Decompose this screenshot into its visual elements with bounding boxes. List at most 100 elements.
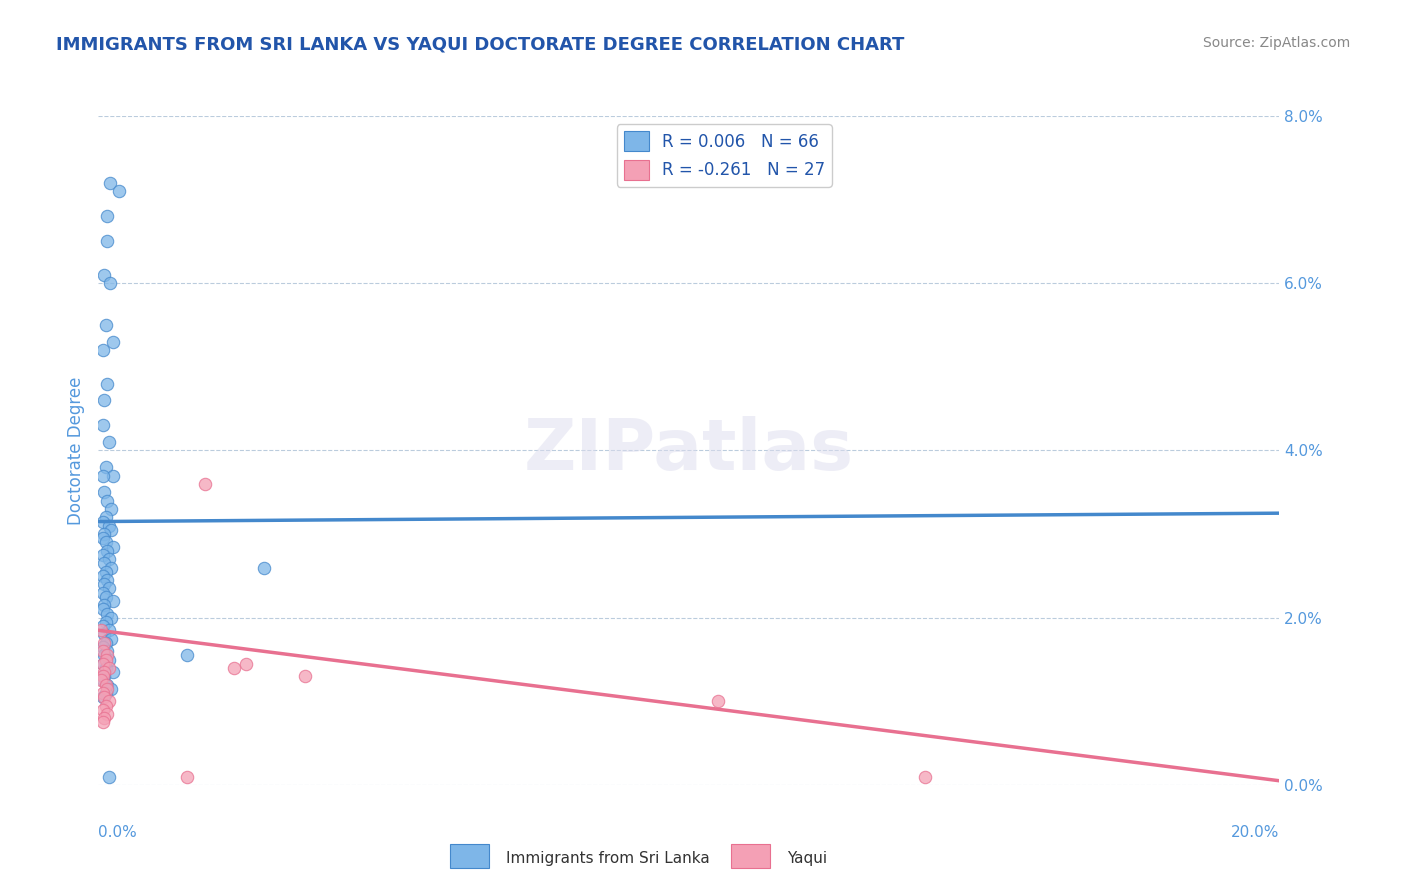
Point	[93, 636, 115, 650]
FancyBboxPatch shape	[450, 844, 489, 869]
Point	[94, 460, 117, 475]
Point	[96, 706, 118, 721]
Point	[96, 376, 118, 391]
Point	[91, 644, 114, 658]
Point	[96, 678, 118, 692]
Point	[93, 669, 115, 683]
Text: Yaqui: Yaqui	[787, 851, 828, 866]
Point	[94, 318, 117, 332]
Point	[94, 698, 117, 713]
Point	[98, 624, 121, 638]
Point	[93, 527, 115, 541]
Point	[100, 681, 122, 696]
Point	[94, 510, 117, 524]
Point	[91, 515, 114, 529]
Point	[103, 594, 125, 608]
Point	[103, 468, 125, 483]
Point	[96, 644, 118, 658]
Point	[91, 585, 114, 599]
Text: ZIPatlas: ZIPatlas	[524, 416, 853, 485]
Point	[93, 485, 115, 500]
Point	[94, 652, 117, 666]
Point	[91, 531, 114, 545]
Point	[93, 557, 115, 571]
Point	[93, 268, 115, 282]
Point	[91, 686, 114, 700]
Point	[103, 540, 125, 554]
Point	[100, 560, 122, 574]
Point	[98, 661, 121, 675]
Point	[94, 686, 117, 700]
Point	[707, 694, 730, 708]
Point	[98, 694, 121, 708]
Point	[96, 648, 118, 663]
Point	[224, 661, 246, 675]
Point	[94, 590, 117, 604]
Point	[91, 715, 114, 730]
Point	[93, 627, 115, 641]
Point	[96, 493, 118, 508]
Point	[108, 184, 131, 198]
Y-axis label: Doctorate Degree: Doctorate Degree	[66, 376, 84, 524]
Text: 0.0%: 0.0%	[98, 825, 138, 840]
Point	[91, 619, 114, 633]
Point	[98, 770, 121, 784]
Point	[91, 657, 114, 671]
Point	[98, 582, 121, 596]
Point	[91, 703, 114, 717]
Point	[100, 611, 122, 625]
Point	[90, 624, 112, 638]
Point	[91, 548, 114, 562]
Point	[96, 210, 118, 224]
Point	[914, 770, 936, 784]
Point	[91, 657, 114, 671]
Point	[98, 518, 121, 533]
Point	[235, 657, 257, 671]
Point	[98, 552, 121, 566]
Point	[90, 673, 112, 688]
Point	[176, 770, 198, 784]
Point	[98, 652, 121, 666]
Point	[253, 560, 276, 574]
Point	[91, 569, 114, 583]
Text: 20.0%: 20.0%	[1232, 825, 1279, 840]
Text: IMMIGRANTS FROM SRI LANKA VS YAQUI DOCTORATE DEGREE CORRELATION CHART: IMMIGRANTS FROM SRI LANKA VS YAQUI DOCTO…	[56, 36, 904, 54]
Point	[100, 502, 122, 516]
Point	[93, 598, 115, 612]
Text: Source: ZipAtlas.com: Source: ZipAtlas.com	[1202, 36, 1350, 50]
Point	[100, 632, 122, 646]
Point	[93, 648, 115, 663]
Point	[176, 648, 198, 663]
Point	[91, 673, 114, 688]
Point	[91, 343, 114, 358]
Point	[96, 235, 118, 249]
Point	[94, 565, 117, 579]
Point	[96, 607, 118, 621]
Point	[96, 681, 118, 696]
Point	[93, 393, 115, 408]
Point	[93, 711, 115, 725]
Point	[103, 334, 125, 349]
Point	[96, 544, 118, 558]
Point	[94, 678, 117, 692]
Point	[93, 665, 115, 679]
Point	[91, 468, 114, 483]
Point	[93, 690, 115, 705]
Point	[94, 661, 117, 675]
Point	[91, 690, 114, 705]
Point	[94, 535, 117, 549]
Point	[98, 435, 121, 450]
Point	[194, 476, 217, 491]
Point	[103, 665, 125, 679]
Point	[91, 418, 114, 433]
Text: Immigrants from Sri Lanka: Immigrants from Sri Lanka	[506, 851, 710, 866]
Point	[294, 669, 316, 683]
Legend: R = 0.006   N = 66, R = -0.261   N = 27: R = 0.006 N = 66, R = -0.261 N = 27	[617, 124, 832, 186]
Point	[94, 636, 117, 650]
Point	[100, 523, 122, 537]
Point	[94, 615, 117, 629]
Point	[91, 669, 114, 683]
Point	[93, 577, 115, 591]
Point	[98, 176, 121, 190]
Point	[98, 277, 121, 291]
